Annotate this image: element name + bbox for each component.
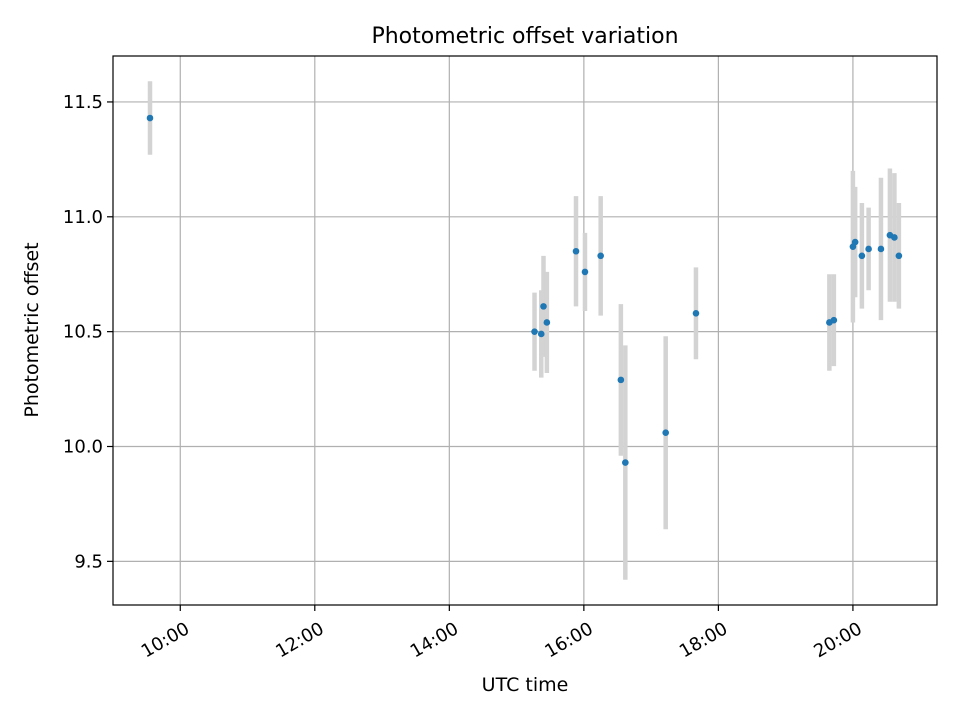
data-point xyxy=(146,114,154,122)
y-tick-label: 10.0 xyxy=(63,437,103,458)
data-point xyxy=(537,330,545,338)
y-tick-label: 9.5 xyxy=(74,551,103,572)
data-point xyxy=(597,252,604,260)
chart-title: Photometric offset variation xyxy=(371,24,678,49)
data-point xyxy=(830,316,838,324)
point-layer xyxy=(146,114,903,466)
y-tick-label: 11.5 xyxy=(63,92,103,113)
y-axis-label: Photometric offset xyxy=(21,242,43,417)
data-point xyxy=(858,252,866,260)
data-point xyxy=(895,252,903,260)
data-point xyxy=(617,376,625,384)
data-point xyxy=(622,459,629,466)
data-point xyxy=(540,303,547,310)
data-point xyxy=(662,429,669,437)
data-point xyxy=(581,268,589,276)
x-axis-label: UTC time xyxy=(482,674,569,696)
data-point xyxy=(572,247,580,255)
data-point xyxy=(865,245,872,253)
data-point xyxy=(891,234,898,241)
data-point xyxy=(877,245,885,253)
y-tick-label: 10.5 xyxy=(63,322,103,343)
grid-layer xyxy=(113,56,937,605)
data-point xyxy=(543,319,551,326)
plot-frame xyxy=(112,55,938,606)
data-point xyxy=(692,309,700,317)
data-point xyxy=(851,238,859,246)
y-tick-label: 11.0 xyxy=(63,207,103,228)
data-point xyxy=(531,328,538,335)
